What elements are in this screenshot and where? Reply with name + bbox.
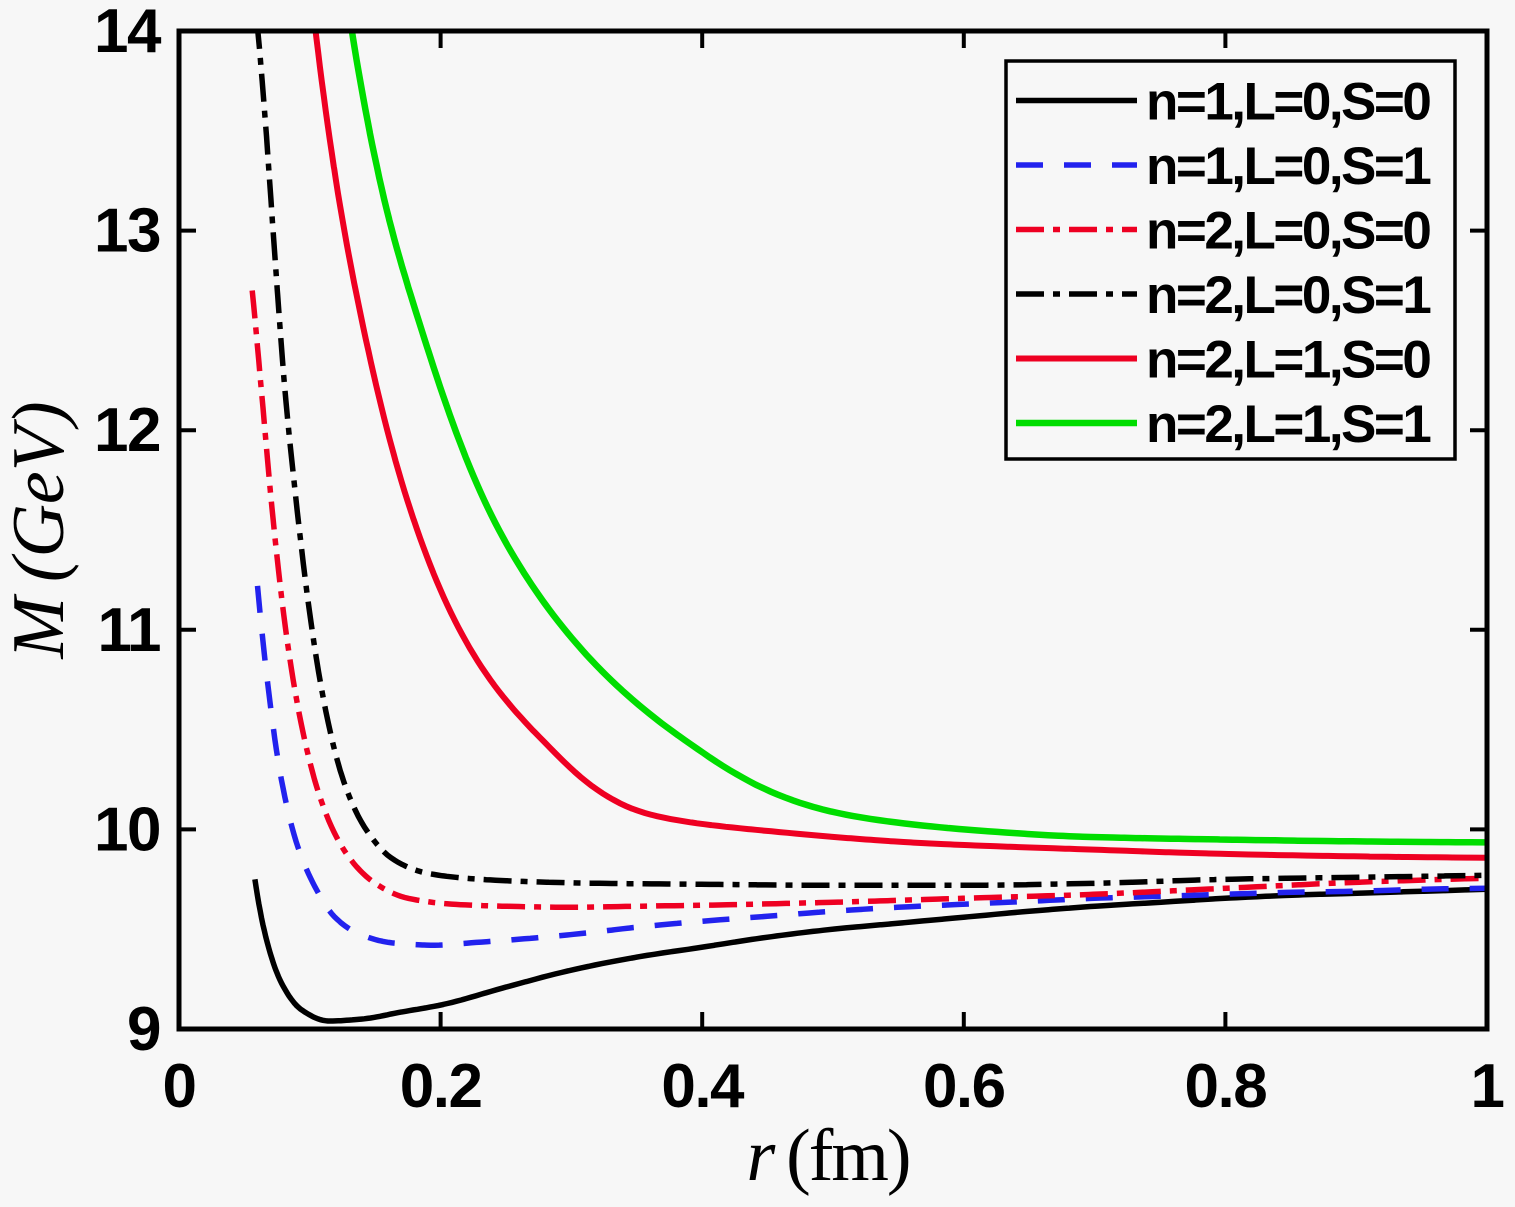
svg-text:0.6: 0.6 bbox=[923, 1052, 1005, 1121]
svg-text:10: 10 bbox=[94, 795, 160, 864]
svg-text:1: 1 bbox=[1471, 1052, 1504, 1121]
svg-text:0: 0 bbox=[163, 1052, 196, 1121]
svg-text:0.8: 0.8 bbox=[1185, 1052, 1267, 1121]
svg-text:n=1,L=0,S=1: n=1,L=0,S=1 bbox=[1146, 137, 1430, 196]
svg-text:n=2,L=0,S=0: n=2,L=0,S=0 bbox=[1146, 202, 1430, 261]
svg-text:n=1,L=0,S=0: n=1,L=0,S=0 bbox=[1146, 73, 1430, 132]
svg-text:0.4: 0.4 bbox=[661, 1052, 745, 1121]
svg-text:9: 9 bbox=[127, 995, 160, 1064]
svg-text:n=2,L=1,S=1: n=2,L=1,S=1 bbox=[1146, 395, 1430, 454]
svg-text:12: 12 bbox=[94, 396, 160, 465]
svg-text:M (GeV): M (GeV) bbox=[0, 401, 80, 659]
svg-text:n=2,L=1,S=0: n=2,L=1,S=0 bbox=[1146, 331, 1430, 390]
svg-text:13: 13 bbox=[94, 197, 160, 266]
svg-text:14: 14 bbox=[94, 0, 162, 66]
svg-text:r (fm): r (fm) bbox=[746, 1115, 909, 1197]
svg-text:n=2,L=0,S=1: n=2,L=0,S=1 bbox=[1146, 266, 1430, 325]
svg-text:11: 11 bbox=[97, 596, 160, 665]
svg-text:0.2: 0.2 bbox=[400, 1052, 482, 1121]
